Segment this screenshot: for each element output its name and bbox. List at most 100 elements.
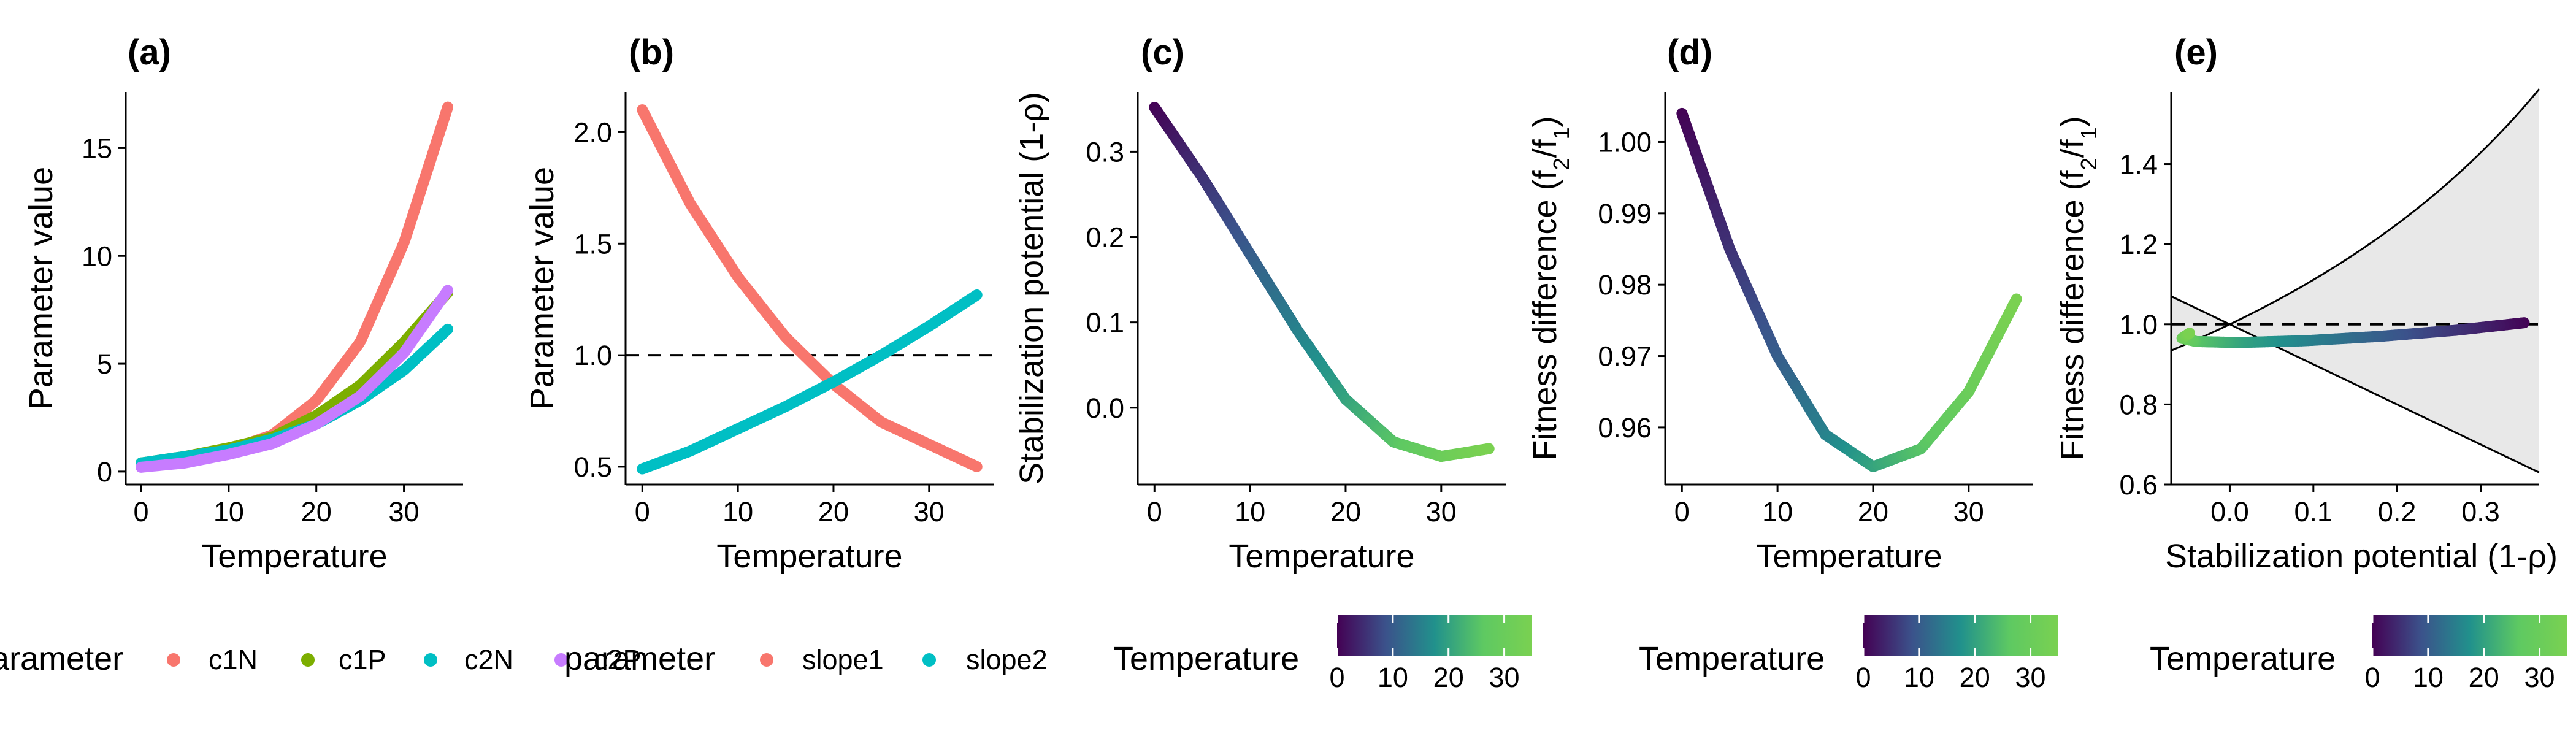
panel-label-e: (e) (2174, 33, 2218, 72)
y-tick-label: 0.6 (2119, 469, 2158, 500)
y-tick-label: 1.2 (2119, 229, 2158, 260)
series-segment (1481, 443, 1495, 455)
x-axis-title: Temperature (716, 538, 902, 575)
legend-b-title: parameter (564, 640, 715, 677)
x-tick-label: 0 (133, 496, 148, 527)
y-tick-label: 15 (82, 132, 112, 164)
x-axis-title: Temperature (1229, 538, 1414, 575)
legend-a-key-c1n (167, 653, 180, 667)
x-tick-label: 0.1 (2294, 496, 2333, 527)
legend-a-key-c2p (554, 653, 568, 667)
y-axis-title: Fitness difference (f2/f1) (2054, 116, 2101, 460)
panel-e: 0.0 0.1 0.2 0.3 0.6 0.8 1.0 1.2 1.4 Stabilization… (2054, 88, 2558, 575)
y-tick-label: 10 (82, 240, 112, 272)
colorbar (1337, 615, 1532, 656)
x-tick-label: 30 (1953, 496, 1984, 527)
series-line (1149, 102, 1495, 462)
panel-label-a: (a) (128, 33, 171, 72)
x-tick-label: 0.0 (2210, 496, 2249, 527)
legend-b-label-slope1: slope1 (802, 644, 884, 675)
x-tick-label: 10 (723, 496, 753, 527)
series-line-c1n (136, 101, 453, 471)
colorbar-tick-label: 20 (2469, 662, 2499, 693)
x-tick-label: 20 (818, 496, 849, 527)
coexistence-region (2171, 89, 2539, 473)
series-segment (2008, 293, 2022, 310)
legend-c: Temperature 0 10 20 30 (1113, 615, 1532, 693)
y-tick-label: 0.99 (1598, 198, 1652, 229)
x-tick-label: 0.3 (2461, 496, 2500, 527)
x-tick-label: 20 (301, 496, 332, 527)
series-line-c2p (136, 285, 453, 473)
legend-a-label-c2p: c2P (594, 644, 642, 675)
legend-a-label-c2n: c2N (464, 644, 513, 675)
x-tick-label: 10 (1762, 496, 1793, 527)
legend-d: Temperature 0 10 20 30 (1639, 615, 2058, 693)
panel-b: 0 10 20 30 0.5 1.0 1.5 2.0 Temperature Parameter … (524, 92, 994, 575)
y-tick-label: 0.97 (1598, 341, 1652, 372)
x-tick-label: 0 (635, 496, 650, 527)
colorbar (2372, 615, 2567, 656)
y-tick-label: 2.0 (573, 117, 612, 148)
panel-c: 0 10 20 30 0.0 0.1 0.2 0.3 Temperature Stabilizat… (1013, 92, 1506, 575)
y-tick-label: 1.4 (2119, 149, 2158, 180)
legend-b-label-slope2: slope2 (966, 644, 1048, 675)
y-tick-label: 0.5 (573, 451, 612, 483)
x-tick-label: 10 (1235, 496, 1265, 527)
y-tick-label: 0.3 (1086, 136, 1124, 167)
x-tick-label: 30 (389, 496, 420, 527)
x-tick-label: 0 (1674, 496, 1690, 527)
panel-d: 0 10 20 30 0.96 0.97 0.98 0.99 1.00 Temperature Fi… (1527, 92, 2033, 575)
y-tick-label: 1.0 (2119, 309, 2158, 340)
coexistence-lower-boundary (2171, 295, 2540, 473)
colorbar-tick-label: 10 (2413, 662, 2444, 693)
legend-a-title: parameter (0, 640, 123, 677)
y-tick-label: 5 (97, 348, 112, 380)
y-tick-label: 0.98 (1598, 269, 1652, 301)
x-tick-label: 30 (1426, 496, 1457, 527)
x-axis-title: Temperature (1756, 538, 1942, 575)
x-tick-label: 0 (1147, 496, 1162, 527)
y-axis-title: Parameter value (524, 167, 561, 410)
legend-a-key-c2n (424, 653, 437, 667)
series-line (1676, 107, 2022, 472)
x-tick-label: 0.2 (2378, 496, 2417, 527)
colorbar-tick-label: 20 (1433, 662, 1464, 693)
colorbar-tick-label: 0 (2364, 662, 2380, 693)
panel-label-c: (c) (1141, 33, 1184, 72)
y-tick-label: 0.0 (1086, 393, 1124, 424)
legend-b: parameter slope1 slope2 (564, 640, 1048, 677)
colorbar-tick-label: 30 (1489, 662, 1520, 693)
colorbar-tick-label: 0 (1329, 662, 1344, 693)
series-line-slope2 (637, 289, 983, 475)
x-axis-title: Stabilization potential (1-ρ) (2165, 538, 2558, 575)
x-tick-label: 20 (1858, 496, 1888, 527)
y-tick-label: 0.8 (2119, 389, 2158, 420)
y-tick-label: 1.0 (573, 340, 612, 371)
panel-label-d: (d) (1667, 33, 1712, 72)
colorbar-tick-label: 20 (1960, 662, 1990, 693)
colorbar (1863, 615, 2058, 656)
legend-b-key-slope1 (760, 653, 773, 667)
x-tick-label: 10 (213, 496, 244, 527)
panel-label-b: (b) (629, 33, 674, 72)
x-tick-label: 30 (914, 496, 945, 527)
y-tick-label: 1.00 (1598, 126, 1652, 158)
legend-a-label-c1p: c1P (339, 644, 386, 675)
y-tick-label: 0.1 (1086, 307, 1124, 339)
legend-c-title: Temperature (1113, 640, 1299, 677)
legend-e-title: Temperature (2150, 640, 2336, 677)
colorbar-tick-label: 30 (2524, 662, 2555, 693)
y-axis-title: Parameter value (23, 167, 59, 410)
x-tick-label: 20 (1330, 496, 1361, 527)
coexistence-upper-boundary (2171, 88, 2540, 351)
series-line-slope1 (637, 104, 983, 472)
y-axis-title: Stabilization potential (1-ρ) (1013, 92, 1050, 485)
colorbar-tick-label: 30 (2015, 662, 2046, 693)
colorbar-tick-label: 10 (1904, 662, 1934, 693)
y-tick-label: 1.5 (573, 228, 612, 259)
x-axis-title: Temperature (201, 538, 387, 575)
colorbar-tick-label: 10 (1378, 662, 1408, 693)
legend-a-label-c1n: c1N (209, 644, 258, 675)
